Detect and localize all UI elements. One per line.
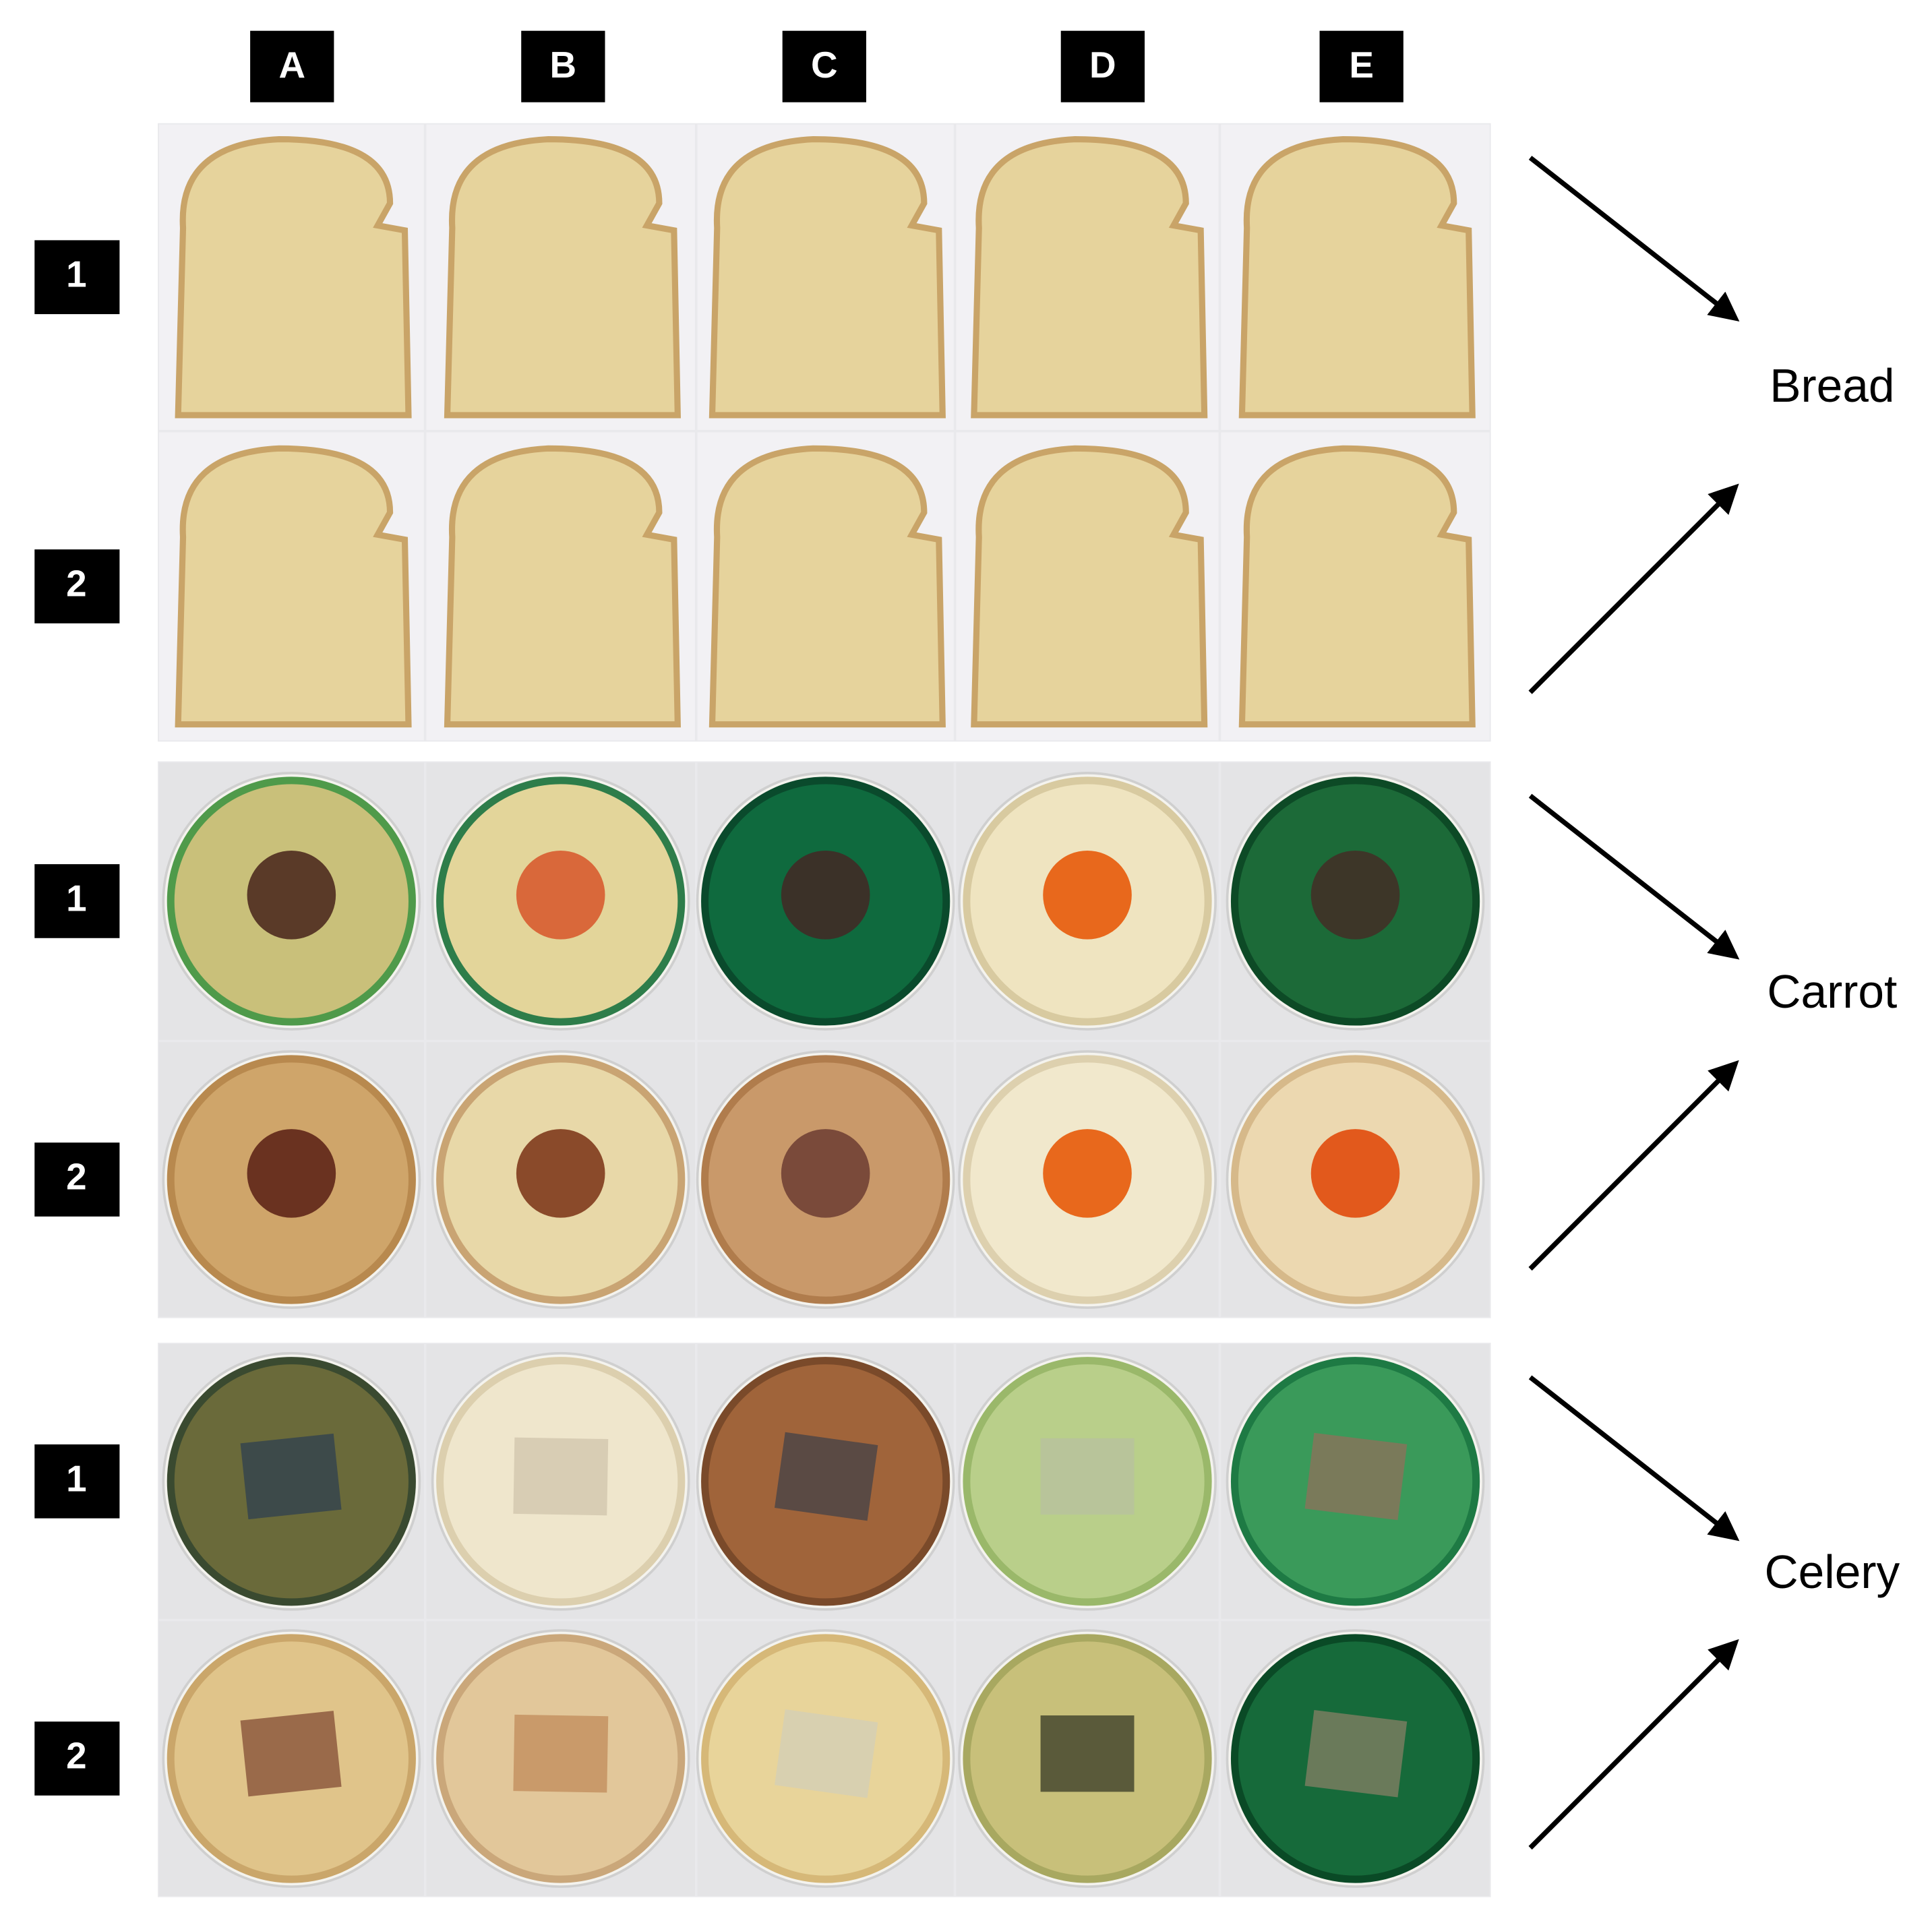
celery-piece [775,1432,878,1521]
row-box [34,549,120,623]
row-box [34,1721,120,1796]
carrot-slice [247,1129,336,1218]
carrot-slice [781,1129,870,1218]
celery-piece [775,1709,878,1798]
celery-piece [1304,1432,1408,1521]
carrot-slice [781,851,870,940]
bread-slice [708,445,946,728]
celery-piece [1040,1438,1135,1515]
row-label: 1 [66,1457,87,1499]
column-box [1319,30,1403,102]
carrot-slice [516,851,605,940]
arrow [1528,1375,1740,1542]
column-label: A [278,44,305,86]
celery-piece [1304,1710,1408,1798]
arrow [1528,1060,1739,1271]
row-label: 2 [66,1155,87,1197]
column-label: D [1089,44,1116,86]
carrot-slice [247,851,336,940]
column-box [521,30,605,102]
bread-slice [1238,445,1476,728]
arrow [1528,1639,1739,1850]
celery-piece [1040,1715,1135,1792]
row-box [34,864,120,938]
column-box [250,30,334,102]
row-box [34,240,120,315]
bread-slice [708,135,946,419]
arrow [1528,793,1740,960]
food-label: Carrot [1767,965,1897,1018]
celery-piece [513,1437,609,1516]
column-box [1060,30,1145,102]
carrot-slice [1043,851,1132,940]
row-label: 2 [66,562,87,604]
column-box [782,30,866,102]
bread-slice [444,445,681,728]
celery-piece [240,1433,342,1520]
bread-slice [175,445,412,728]
food-label: Celery [1765,1546,1900,1598]
bread-slice [1238,135,1476,419]
column-label: B [550,44,577,86]
row-box [34,1444,120,1519]
carrot-slice [516,1129,605,1218]
column-label: C [811,44,838,86]
bread-slice [971,135,1208,419]
carrot-slice [1043,1129,1132,1218]
arrow [1528,156,1740,322]
celery-piece [240,1711,342,1797]
bread-slice [444,135,681,419]
arrow [1528,483,1739,694]
column-label: E [1349,44,1374,86]
photo-grid [158,123,1491,1897]
carrot-slice [1310,1129,1400,1218]
row-label: 2 [66,1734,87,1776]
carrot-slice [1310,851,1400,940]
row-label: 1 [66,877,87,919]
row-box [34,1142,120,1217]
bread-slice [175,135,412,419]
food-label: Bread [1770,359,1894,412]
bread-slice [971,445,1208,728]
celery-piece [513,1714,609,1793]
row-label: 1 [66,253,87,295]
labels: A B C D E 1 2 Bread 1 2 Carrot 1 2 Celery [34,30,1900,1850]
